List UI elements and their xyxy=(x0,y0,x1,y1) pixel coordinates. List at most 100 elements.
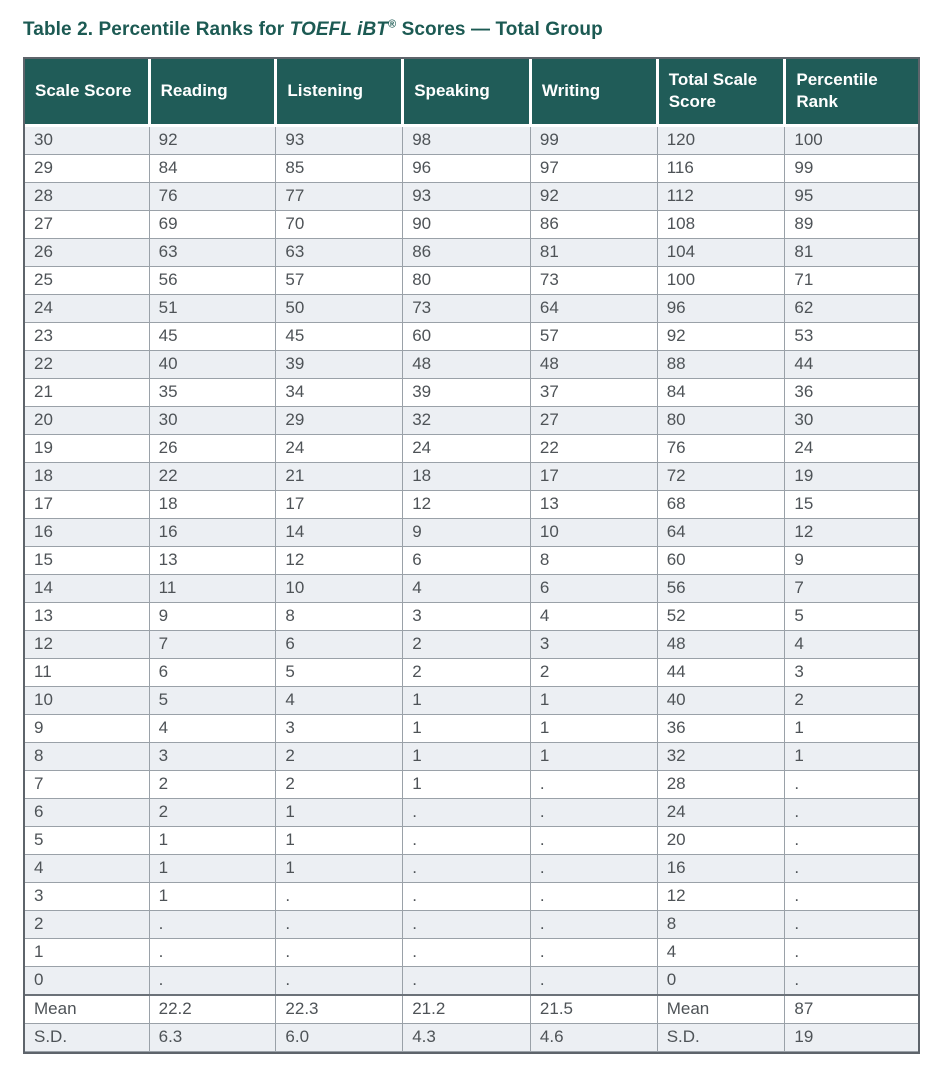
table-cell: 36 xyxy=(784,377,918,407)
table-cell: . xyxy=(529,797,658,827)
table-cell: 6 xyxy=(275,629,404,659)
table-cell: 11 xyxy=(25,657,150,687)
table-cell: . xyxy=(529,965,658,995)
table-cell: 53 xyxy=(784,321,918,351)
table-cell: 95 xyxy=(784,181,918,211)
table-cell: 52 xyxy=(656,601,786,631)
column-header: Writing xyxy=(528,59,659,127)
table-cell: 76 xyxy=(148,181,277,211)
table-row: 9 4 3 1 1 36 1 xyxy=(25,713,918,743)
table-cell: 104 xyxy=(656,237,786,267)
table-cell: 7 xyxy=(148,629,277,659)
table-cell: 50 xyxy=(275,293,404,323)
table-cell: 1 xyxy=(25,937,150,967)
table-cell: 68 xyxy=(656,489,786,519)
table-cell: 92 xyxy=(656,321,786,351)
table-cell: 62 xyxy=(784,293,918,323)
table-cell: 2 xyxy=(529,657,658,687)
table-cell: 10 xyxy=(275,573,404,603)
table-cell: 60 xyxy=(656,545,786,575)
table-cell: 4.6 xyxy=(529,1022,658,1052)
table-cell: 21.2 xyxy=(402,993,531,1024)
table-cell: 80 xyxy=(402,265,531,295)
table-cell: 6.0 xyxy=(275,1022,404,1052)
table-cell: 37 xyxy=(529,377,658,407)
table-header: Scale Score Reading Listening Speaking Writi… xyxy=(25,59,918,127)
table-cell: 87 xyxy=(784,993,918,1024)
table-cell: 7 xyxy=(25,769,150,799)
table-cell: 8 xyxy=(656,909,786,939)
table-cell: 16 xyxy=(25,517,150,547)
column-header: Listening xyxy=(274,59,405,127)
table-cell: 29 xyxy=(275,405,404,435)
table-row: 11 6 5 2 2 44 3 xyxy=(25,657,918,687)
table-cell: 12 xyxy=(656,881,786,911)
table-cell: 63 xyxy=(148,237,277,267)
table-cell: 90 xyxy=(402,209,531,239)
table-cell: 3 xyxy=(148,741,277,771)
table-cell: 5 xyxy=(25,825,150,855)
table-cell: 15 xyxy=(25,545,150,575)
table-cell: . xyxy=(529,769,658,799)
table-cell: 93 xyxy=(402,181,531,211)
table-cell: 21 xyxy=(25,377,150,407)
table-cell: 14 xyxy=(275,517,404,547)
table-row: 7 2 2 1. 28. xyxy=(25,769,918,799)
table-cell: 48 xyxy=(402,349,531,379)
table-row: 0....0. xyxy=(25,965,918,995)
table-cell: 99 xyxy=(529,124,658,155)
table-cell: 64 xyxy=(656,517,786,547)
table-cell: 8 xyxy=(25,741,150,771)
table-cell: . xyxy=(402,825,531,855)
table-cell: . xyxy=(784,769,918,799)
table-cell: 6 xyxy=(148,657,277,687)
table-cell: 2 xyxy=(275,741,404,771)
column-header: Speaking xyxy=(401,59,532,127)
table-cell: 16 xyxy=(148,517,277,547)
table-cell: 11 xyxy=(148,573,277,603)
table-cell: 44 xyxy=(656,657,786,687)
table-cell: 92 xyxy=(148,124,277,155)
table-cell: 4 xyxy=(275,685,404,715)
table-row: 17 18 17 12 13 68 15 xyxy=(25,489,918,519)
table-cell: . xyxy=(784,965,918,995)
table-row: 15 13 12 6 8 60 9 xyxy=(25,545,918,575)
table-cell: 76 xyxy=(656,433,786,463)
table-cell: 89 xyxy=(784,209,918,239)
table-cell: 24 xyxy=(402,433,531,463)
table-cell: 100 xyxy=(784,124,918,155)
table-cell: 12 xyxy=(275,545,404,575)
table-cell: . xyxy=(148,965,277,995)
table-row: 28 76 77 93 92 112 95 xyxy=(25,181,918,211)
percentile-table: Scale Score Reading Listening Speaking Writi… xyxy=(25,59,918,1052)
table-cell: 86 xyxy=(402,237,531,267)
table-cell: 22 xyxy=(25,349,150,379)
table-row: 24 51 50 73 64 96 62 xyxy=(25,293,918,323)
table-cell: 9 xyxy=(25,713,150,743)
table-cell: 28 xyxy=(25,181,150,211)
table-cell: . xyxy=(402,881,531,911)
table-cell: 1 xyxy=(275,825,404,855)
table-cell: 86 xyxy=(529,209,658,239)
table-row: 8 3 2 1 1 32 1 xyxy=(25,741,918,771)
table-row: 23 45 45 60 57 92 53 xyxy=(25,321,918,351)
table-cell: . xyxy=(275,909,404,939)
table-row: 12 7 6 2 3 48 4 xyxy=(25,629,918,659)
table-cell: 2 xyxy=(402,629,531,659)
table-cell: 3 xyxy=(275,713,404,743)
table-cell: 1 xyxy=(402,769,531,799)
table-cell: 1 xyxy=(784,713,918,743)
table-cell: 12 xyxy=(25,629,150,659)
table-cell: 99 xyxy=(784,153,918,183)
table-cell: 96 xyxy=(402,153,531,183)
title-prefix: Table 2. Percentile Ranks for xyxy=(23,19,290,40)
table-cell: 2 xyxy=(275,769,404,799)
table-cell: 40 xyxy=(656,685,786,715)
table-cell: . xyxy=(784,881,918,911)
table-cell: . xyxy=(529,853,658,883)
table-cell: 72 xyxy=(656,461,786,491)
table-cell: 13 xyxy=(529,489,658,519)
table-cell: 0 xyxy=(656,965,786,995)
table-cell: 81 xyxy=(529,237,658,267)
table-cell: . xyxy=(275,965,404,995)
